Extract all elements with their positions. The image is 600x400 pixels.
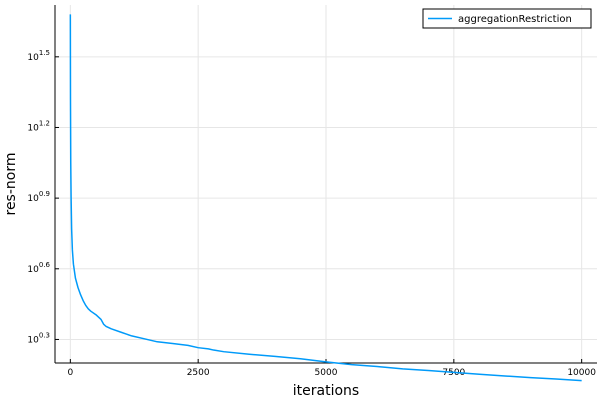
y-tick-exponent: 1.2 xyxy=(39,119,50,127)
y-tick-label: 101.5 xyxy=(27,49,50,63)
y-tick-base: 10 xyxy=(27,123,39,133)
y-tick-base: 10 xyxy=(27,335,39,345)
series xyxy=(69,14,582,382)
legend-box xyxy=(422,8,592,29)
x-tick-label: 10000 xyxy=(567,368,596,378)
series-line xyxy=(69,14,582,382)
y-tick-base: 10 xyxy=(27,194,39,204)
grid xyxy=(55,5,597,363)
y-tick-base: 10 xyxy=(27,53,39,63)
y-tick-label: 100.3 xyxy=(27,331,50,345)
y-tick-label: 101.2 xyxy=(27,119,50,133)
y-tick-exponent: 0.9 xyxy=(39,190,50,198)
x-tick-label: 5000 xyxy=(315,368,338,378)
y-tick-exponent: 0.3 xyxy=(39,331,50,339)
x-axis-title: iterations xyxy=(293,383,359,399)
y-tick-label: 100.6 xyxy=(27,261,50,275)
y-tick-base: 10 xyxy=(27,265,39,275)
x-tick-label: 0 xyxy=(67,368,73,378)
legend-label: aggregationRestriction xyxy=(458,14,572,25)
y-tick-label: 100.9 xyxy=(27,190,50,204)
y-axis-title: res-norm xyxy=(3,153,19,216)
x-tick-label: 2500 xyxy=(187,368,210,378)
y-tick-exponent: 0.6 xyxy=(39,261,51,269)
legend: aggregationRestriction xyxy=(422,8,592,29)
y-tick-exponent: 1.5 xyxy=(39,49,50,57)
